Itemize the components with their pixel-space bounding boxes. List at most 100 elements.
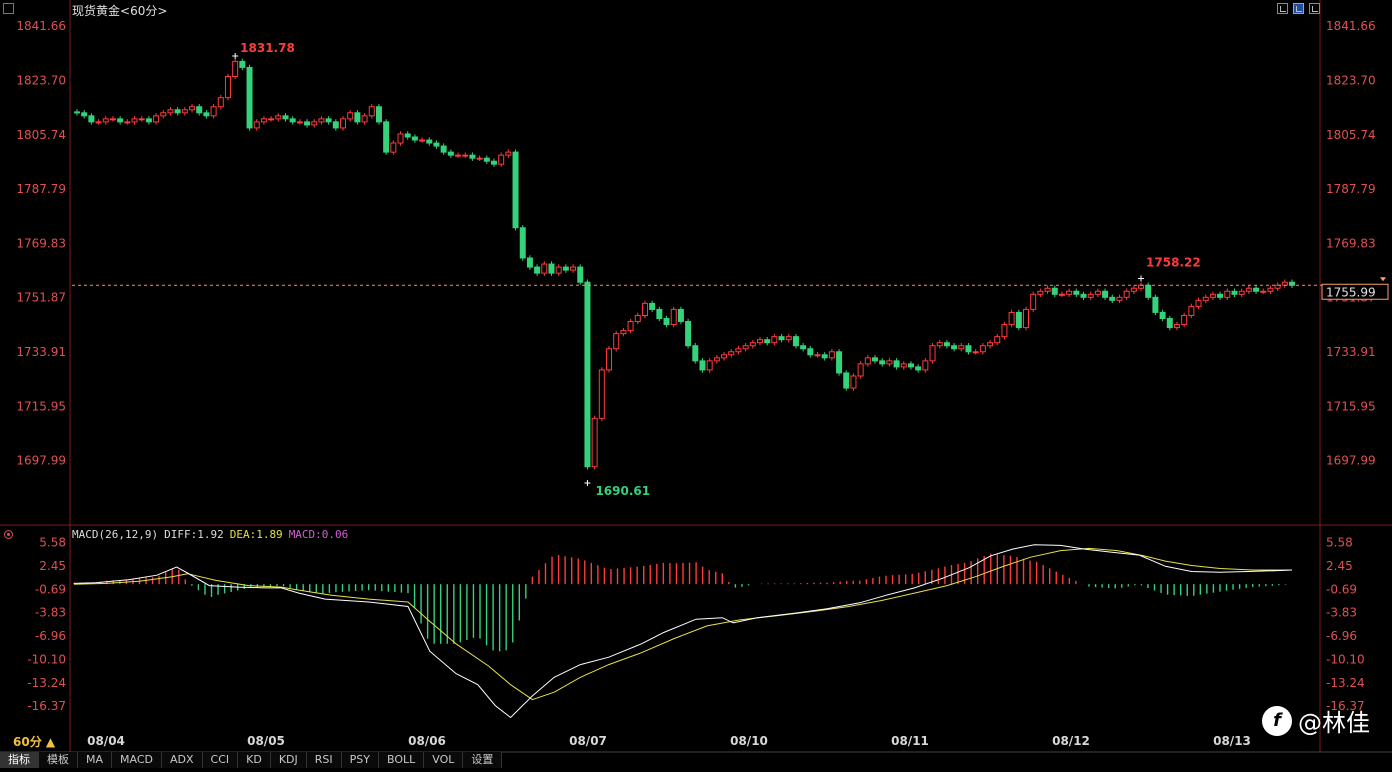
candle-body — [447, 151, 454, 156]
candle — [95, 119, 102, 125]
candle-body — [404, 133, 411, 138]
candle-body — [785, 336, 792, 341]
candle-body — [828, 351, 835, 359]
window-menu-icon[interactable] — [3, 3, 14, 14]
candle-body — [167, 109, 174, 114]
current-price-box — [1321, 283, 1389, 300]
candle — [663, 315, 670, 328]
candle-body — [124, 121, 131, 124]
candle — [289, 116, 296, 125]
candle-body — [490, 160, 497, 165]
candle — [1224, 288, 1231, 301]
candle — [555, 264, 562, 276]
candle-body — [289, 118, 296, 123]
overlay-icon[interactable] — [1293, 3, 1304, 14]
candle — [153, 113, 160, 125]
tab-0[interactable]: 指标 — [0, 752, 39, 768]
candle-body — [1173, 324, 1180, 329]
candle — [383, 119, 390, 155]
tab-6[interactable]: KD — [238, 752, 271, 768]
candle — [375, 104, 382, 125]
candle-body — [1145, 284, 1152, 298]
candle — [670, 306, 677, 328]
tab-3[interactable]: MACD — [112, 752, 162, 768]
candle-body — [217, 97, 224, 108]
period-selector[interactable]: 60分 ▲ — [13, 735, 56, 749]
tab-1[interactable]: 模板 — [39, 752, 78, 768]
tab-2[interactable]: MA — [78, 752, 113, 768]
candle — [534, 264, 541, 276]
candle-body — [361, 115, 368, 123]
candle-body — [577, 266, 584, 283]
candle — [785, 333, 792, 343]
candle-body — [325, 118, 332, 123]
candle — [361, 113, 368, 125]
price-tick-right-8: 1697.99 — [1326, 454, 1376, 468]
tab-12[interactable]: 设置 — [463, 752, 503, 768]
candle-body — [951, 345, 958, 350]
candle — [1080, 291, 1087, 301]
candle-body — [936, 342, 943, 347]
candle-body — [1181, 314, 1188, 326]
tab-4[interactable]: ADX — [162, 752, 203, 768]
candle — [498, 152, 505, 167]
candle-body — [713, 357, 720, 362]
tab-7[interactable]: KDJ — [270, 752, 307, 768]
chart-title: 现货黄金<60分> — [72, 2, 167, 19]
candle — [340, 116, 347, 131]
candle — [915, 364, 922, 373]
date-label-2: 08/06 — [408, 734, 446, 748]
tab-9[interactable]: PSY — [341, 752, 379, 768]
candle — [1253, 285, 1260, 294]
macd-header: MACD(26,12,9) DIFF:1.92 DEA:1.89 MACD:0.06 — [72, 528, 354, 541]
candle-body — [943, 342, 950, 347]
candle — [987, 339, 994, 349]
candle — [685, 318, 692, 349]
candle-body — [390, 142, 397, 153]
tab-11[interactable]: VOL — [424, 752, 464, 768]
candle-body — [498, 154, 505, 165]
price-tick-left-2: 1805.74 — [16, 128, 66, 142]
tab-10[interactable]: BOLL — [378, 752, 425, 768]
candle — [548, 261, 555, 276]
candle-body — [1037, 290, 1044, 295]
candle-body — [1166, 318, 1173, 329]
tab-5[interactable]: CCI — [202, 752, 239, 768]
candle — [591, 415, 598, 470]
price-tick-right-3: 1787.79 — [1326, 182, 1376, 196]
candle — [1238, 288, 1245, 298]
candle — [217, 94, 224, 110]
layout-icon[interactable] — [1277, 3, 1288, 14]
candle-body — [1116, 296, 1123, 301]
candle — [131, 116, 138, 125]
candle-body — [160, 112, 167, 117]
candle — [138, 116, 145, 122]
candle — [807, 346, 814, 358]
candles — [74, 58, 1295, 470]
candle-body — [721, 354, 728, 359]
candle-body — [843, 372, 850, 389]
candle-body — [1058, 293, 1065, 296]
candle-body — [260, 118, 267, 123]
candle-body — [109, 118, 116, 121]
candle-body — [433, 142, 440, 147]
macd-name: MACD(26,12,9) — [72, 528, 159, 541]
candle — [196, 104, 203, 116]
tab-8[interactable]: RSI — [306, 752, 342, 768]
candle — [821, 352, 828, 361]
restore-icon[interactable] — [1309, 3, 1320, 14]
candle-body — [613, 333, 620, 350]
macd-settings-icon[interactable] — [4, 530, 13, 539]
candle-body — [965, 345, 972, 353]
candle-body — [304, 121, 311, 126]
candle-body — [426, 139, 433, 144]
candle — [1209, 291, 1216, 301]
candle-body — [311, 121, 318, 126]
candle — [649, 300, 656, 313]
candle — [843, 370, 850, 391]
macd-tick-right-1: 2.45 — [1326, 559, 1353, 573]
candle — [117, 116, 124, 125]
candle-body — [253, 121, 260, 129]
candle — [699, 358, 706, 373]
